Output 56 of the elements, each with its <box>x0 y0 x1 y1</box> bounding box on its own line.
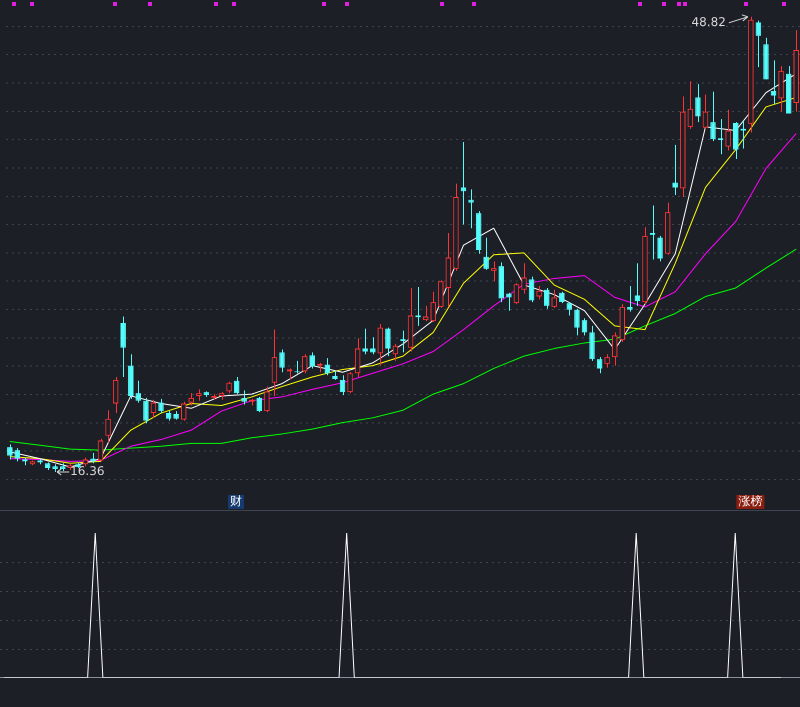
candlestick <box>166 410 172 422</box>
candlestick <box>536 286 542 300</box>
candlestick <box>528 276 534 303</box>
candlestick <box>634 262 640 306</box>
candlestick <box>324 358 330 376</box>
candlestick <box>483 237 489 270</box>
annotation: 16.36 <box>70 464 105 478</box>
candlestick <box>105 410 111 443</box>
candlestick <box>143 397 149 424</box>
candlestick <box>552 289 557 308</box>
candlestick <box>596 356 602 374</box>
candlestick <box>514 282 520 305</box>
candlestick <box>559 291 565 304</box>
candlestick <box>378 324 384 366</box>
candlestick <box>506 292 512 312</box>
candlestick <box>310 352 315 369</box>
candlestick <box>695 84 701 123</box>
candlestick <box>430 291 436 323</box>
candlestick <box>710 91 716 142</box>
candlestick <box>196 388 202 402</box>
candlestick <box>566 302 572 316</box>
candlestick <box>756 20 762 68</box>
candlestick <box>422 305 428 322</box>
candlestick <box>612 332 618 366</box>
candlestick <box>354 338 360 378</box>
candlestick <box>672 144 678 196</box>
candlestick <box>302 354 308 374</box>
candlestick <box>574 308 580 336</box>
candlestick <box>362 328 368 355</box>
candlestick <box>392 343 398 362</box>
candlestick <box>150 399 156 418</box>
candlestick <box>491 260 496 282</box>
candlestick <box>256 396 262 413</box>
candlestick <box>188 392 194 406</box>
candlestick <box>332 370 338 380</box>
candlestick <box>112 376 118 414</box>
candlestick <box>90 452 96 464</box>
candlestick <box>272 329 278 396</box>
candlestick <box>264 386 270 413</box>
candlestick <box>234 376 240 395</box>
candlestick <box>604 354 610 368</box>
candlestick <box>370 336 376 355</box>
candlestick <box>688 80 694 130</box>
candlestick <box>770 60 776 105</box>
annotation: 48.82 <box>691 14 726 29</box>
text: 涨榜 <box>738 494 762 508</box>
candlestick <box>120 316 126 378</box>
candlestick <box>347 372 353 394</box>
candlestick <box>725 109 731 151</box>
text: 财 <box>230 494 242 508</box>
candlestick <box>438 280 444 308</box>
candlestick <box>657 235 663 262</box>
candlestick <box>136 380 142 404</box>
candlestick <box>385 327 391 357</box>
candlestick <box>544 287 550 310</box>
candlestick <box>180 401 186 422</box>
